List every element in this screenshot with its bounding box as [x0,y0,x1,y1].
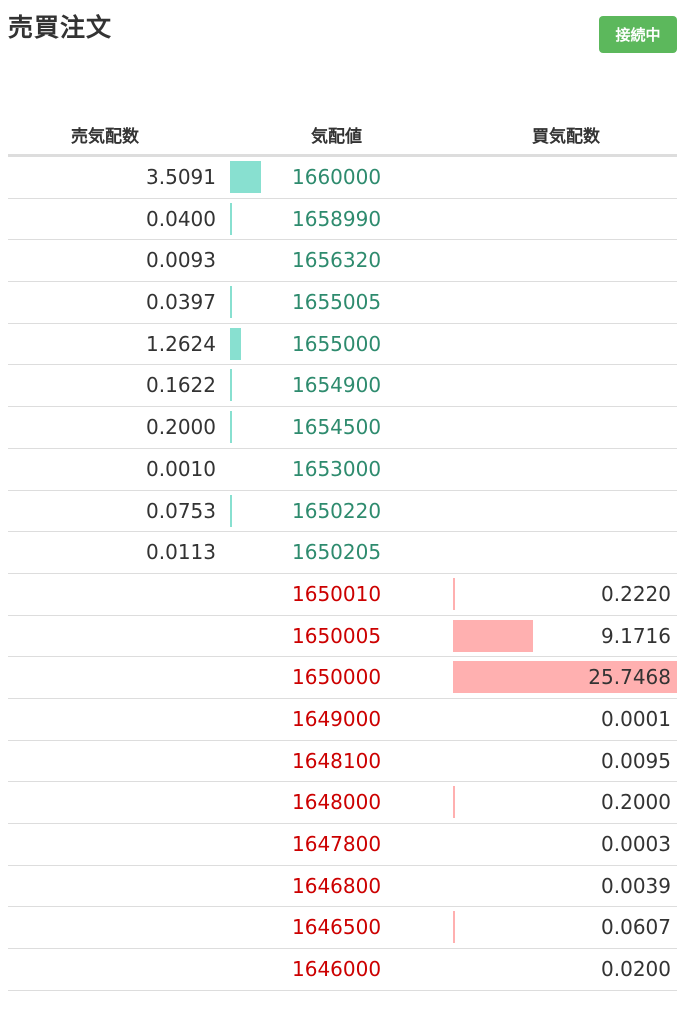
ask-price[interactable]: 1654900 [292,373,382,398]
bid-qty: 0.0001 [601,706,671,731]
ask-qty: 1.2624 [146,331,216,356]
bid-row[interactable]: 1650000 25.7468 [8,657,677,699]
ask-price[interactable]: 1656320 [292,248,382,273]
ask-qty: 0.2000 [146,415,216,440]
bid-price[interactable]: 1647800 [292,832,382,856]
ask-row[interactable]: 3.5091 1660000 [8,157,677,199]
status-badge: 接続中 [599,16,677,53]
bid-qty: 0.0200 [601,957,671,982]
ask-row[interactable]: 0.0010 1653000 [8,449,677,491]
bid-qty: 0.0003 [601,832,671,856]
ask-price[interactable]: 1655000 [292,331,382,356]
ask-qty: 0.1622 [146,373,216,398]
bid-qty: 0.2000 [601,790,671,815]
bid-row[interactable]: 1646800 0.0039 [8,866,677,908]
bid-row[interactable]: 1650010 0.2220 [8,574,677,616]
ask-qty: 0.0010 [146,456,216,481]
ask-qty: 3.5091 [146,165,216,189]
bid-price[interactable]: 1650010 [292,581,382,606]
ask-qty: 0.0113 [146,540,216,565]
ask-depth-bar [230,286,232,319]
ask-qty: 0.0753 [146,498,216,523]
ask-row[interactable]: 0.1622 1654900 [8,365,677,408]
bid-qty-header: 買気配数 [532,127,600,147]
ask-price[interactable]: 1654500 [292,415,382,440]
ask-depth-bar [230,369,232,402]
page-title: 売買注文 [8,13,113,42]
bid-depth-bar [453,661,677,694]
ask-price[interactable]: 1650205 [292,540,382,565]
ask-price[interactable]: 1650220 [292,498,382,523]
bid-row[interactable]: 1649000 0.0001 [8,699,677,741]
order-book-header: 売気配数 気配値 買気配数 [8,112,677,157]
ask-price[interactable]: 1658990 [292,206,382,231]
bid-qty: 0.0039 [601,873,671,898]
bid-price[interactable]: 1646800 [292,873,382,898]
bid-row[interactable]: 1646000 0.0200 [8,949,677,991]
ask-depth-bar [230,411,232,444]
bid-price[interactable]: 1648100 [292,748,382,773]
price-header: 気配値 [311,127,362,147]
ask-row[interactable]: 0.0093 1656320 [8,240,677,283]
bid-depth-bar [453,577,455,610]
bid-depth-bar [453,619,533,652]
bid-row[interactable]: 1648000 0.2000 [8,782,677,824]
ask-price[interactable]: 1660000 [292,165,382,189]
bid-price[interactable]: 1646500 [292,915,382,940]
ask-price[interactable]: 1655005 [292,290,382,315]
bid-qty: 0.2220 [601,581,671,606]
bid-row[interactable]: 1646500 0.0607 [8,907,677,950]
ask-row[interactable]: 0.0397 1655005 [8,282,677,324]
ask-price[interactable]: 1653000 [292,456,382,481]
bid-row[interactable]: 1647800 0.0003 [8,824,677,866]
bid-qty: 25.7468 [588,665,671,690]
bid-qty: 0.0095 [601,748,671,773]
order-book-rows: 3.5091 1660000 0.0400 1658990 0.0093 1656320 0… [8,157,677,991]
bid-price[interactable]: 1649000 [292,706,382,731]
bid-qty: 0.0607 [601,915,671,940]
ask-qty-header: 売気配数 [71,127,139,147]
ask-qty: 0.0397 [146,290,216,315]
ask-depth-bar [230,161,261,193]
bid-price[interactable]: 1650005 [292,623,382,648]
ask-depth-bar [230,327,241,360]
ask-row[interactable]: 0.0400 1658990 [8,199,677,241]
bid-depth-bar [453,786,455,819]
bid-price[interactable]: 1650000 [292,665,382,690]
ask-qty: 0.0400 [146,206,216,231]
order-book: 売気配数 気配値 買気配数 3.5091 1660000 0.0400 1658990… [8,112,677,991]
ask-row[interactable]: 0.2000 1654500 [8,407,677,449]
ask-depth-bar [230,494,232,527]
bid-price[interactable]: 1646000 [292,957,382,982]
bid-row[interactable]: 1650005 9.1716 [8,616,677,658]
ask-depth-bar [230,202,232,235]
ask-row[interactable]: 0.0753 1650220 [8,491,677,533]
bid-qty: 9.1716 [601,623,671,648]
ask-qty: 0.0093 [146,248,216,273]
ask-row[interactable]: 1.2624 1655000 [8,324,677,366]
bid-depth-bar [453,911,455,944]
bid-row[interactable]: 1648100 0.0095 [8,741,677,783]
ask-row[interactable]: 0.0113 1650205 [8,532,677,574]
bid-price[interactable]: 1648000 [292,790,382,815]
